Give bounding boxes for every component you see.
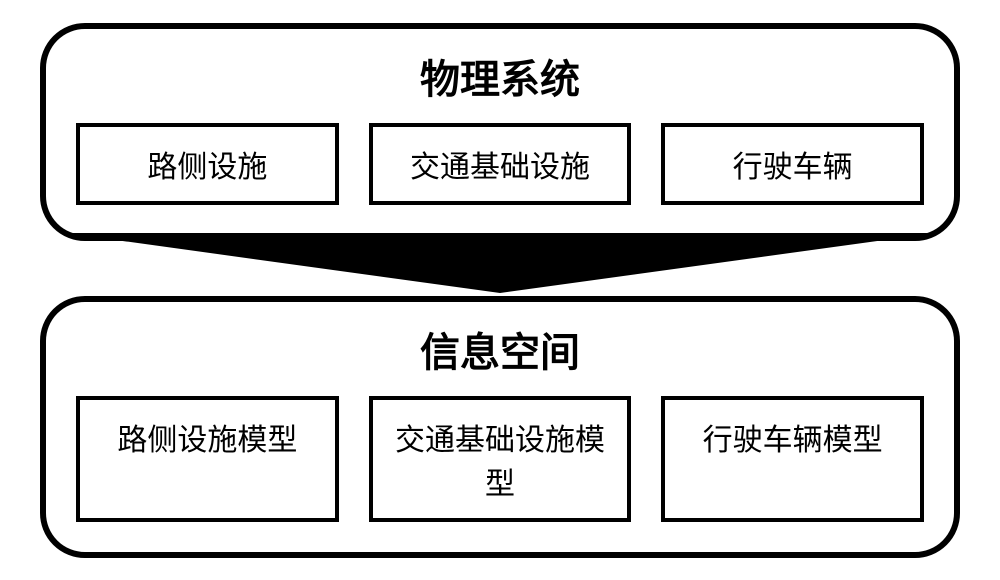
top-box-row: 路侧设施 交通基础设施 行驶车辆 (76, 123, 924, 205)
bottom-box-1: 交通基础设施模型 (369, 396, 632, 522)
bottom-panel-title: 信息空间 (76, 320, 924, 378)
down-arrow-icon (40, 233, 960, 303)
top-box-0: 路侧设施 (76, 123, 339, 205)
arrow-container (40, 241, 960, 296)
bottom-box-2: 行驶车辆模型 (661, 396, 924, 522)
bottom-box-0: 路侧设施模型 (76, 396, 339, 522)
top-panel-title: 物理系统 (76, 47, 924, 105)
top-box-2: 行驶车辆 (661, 123, 924, 205)
top-panel: 物理系统 路侧设施 交通基础设施 行驶车辆 (40, 23, 960, 241)
top-box-1: 交通基础设施 (369, 123, 632, 205)
bottom-box-row: 路侧设施模型 交通基础设施模型 行驶车辆模型 (76, 396, 924, 522)
bottom-panel: 信息空间 路侧设施模型 交通基础设施模型 行驶车辆模型 (40, 296, 960, 558)
